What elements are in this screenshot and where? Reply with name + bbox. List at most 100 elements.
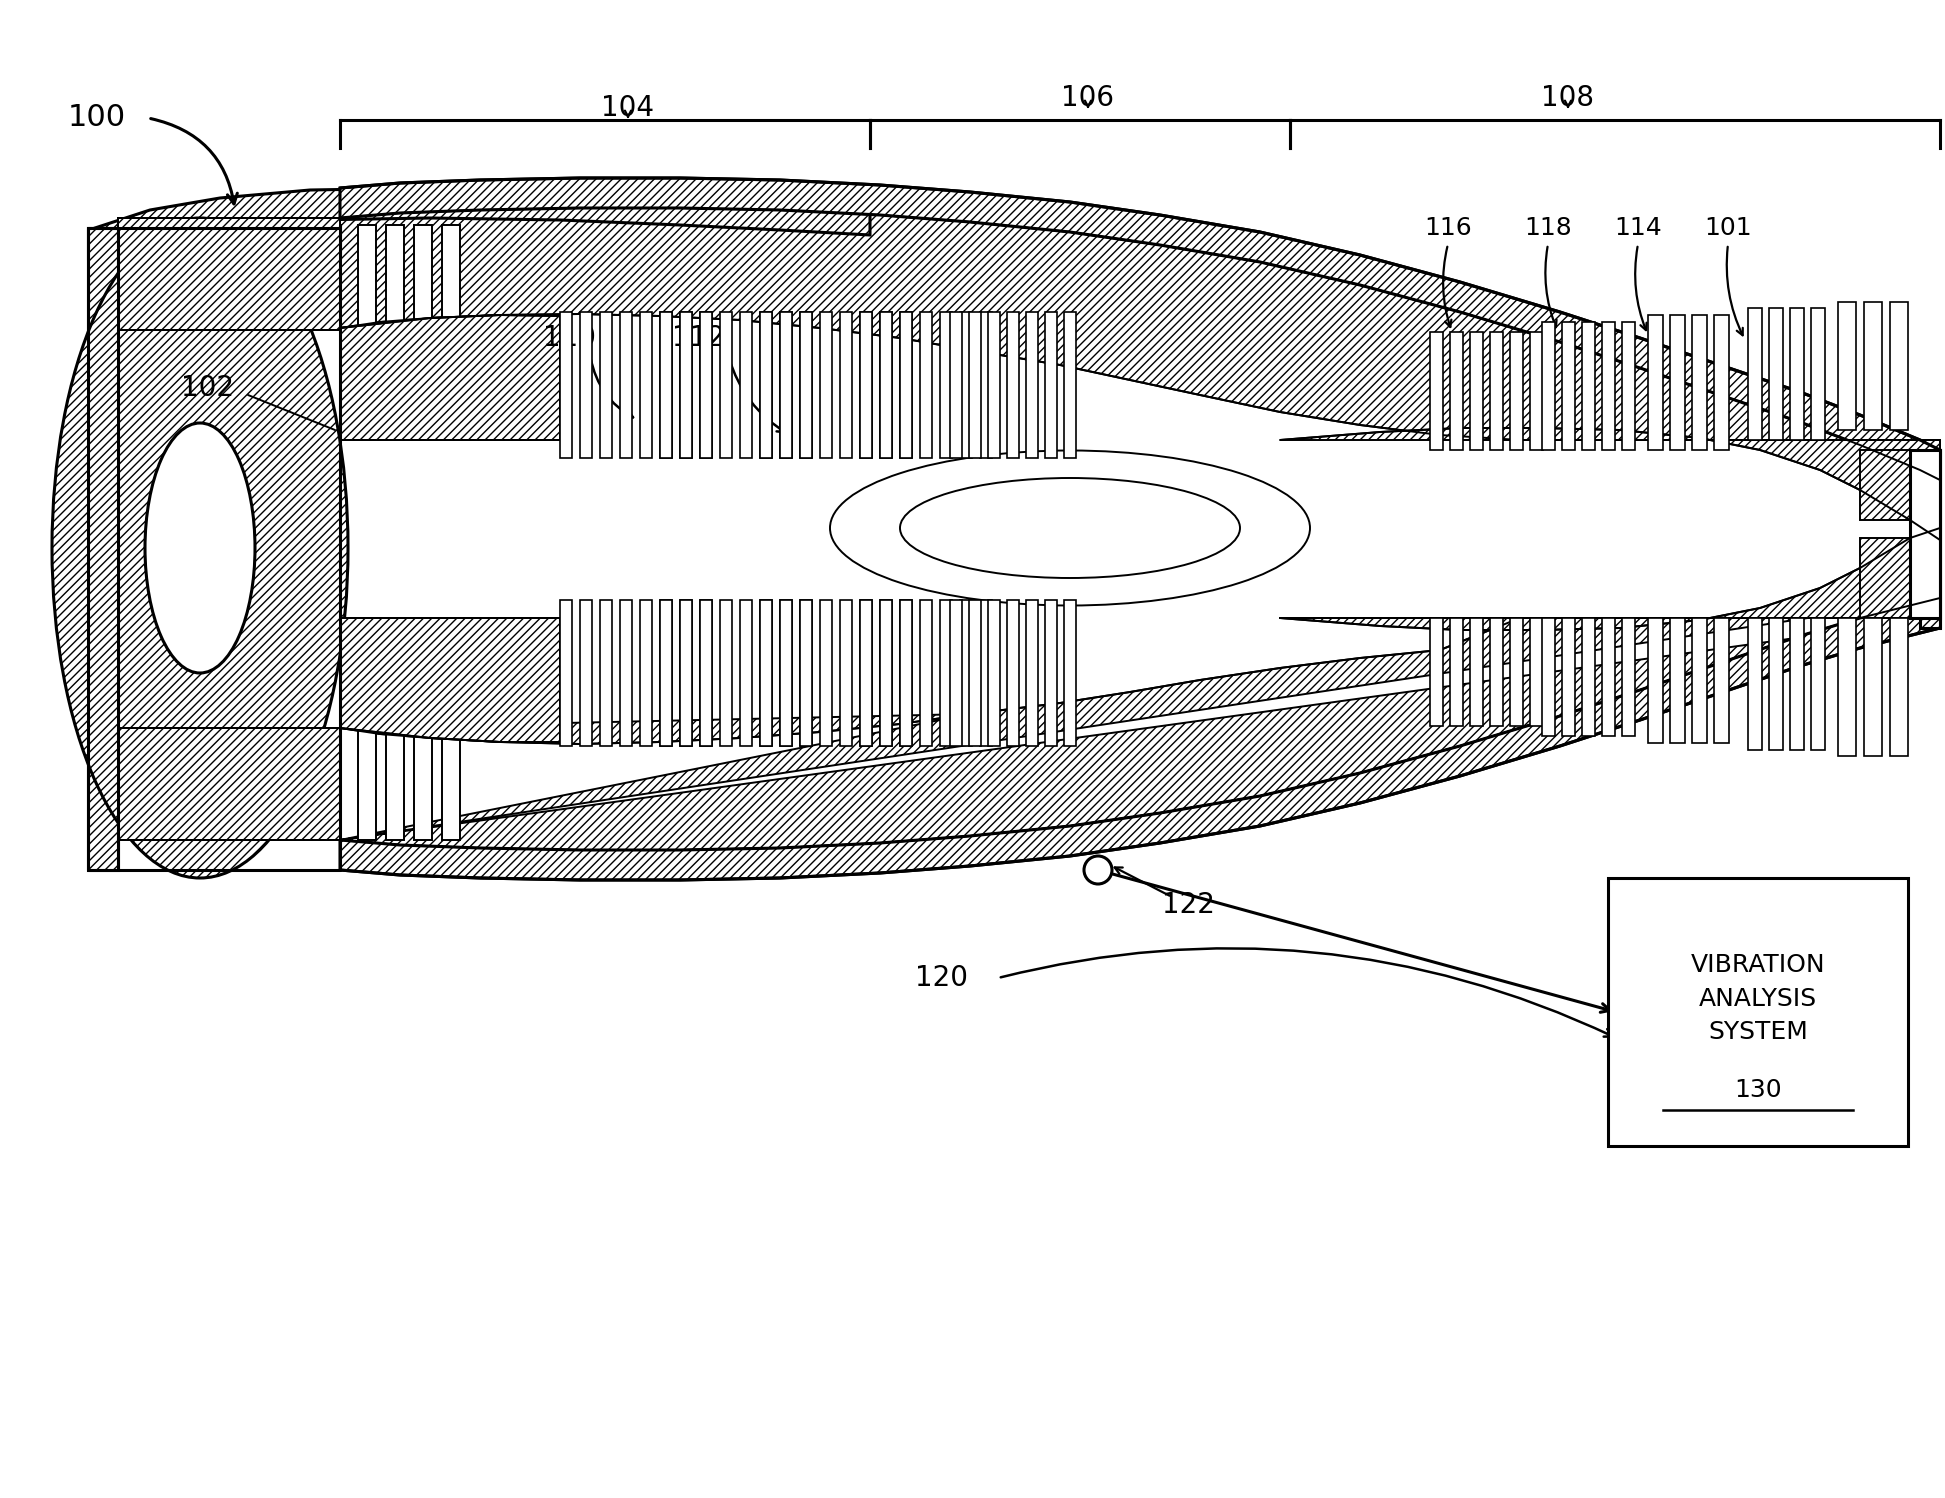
Polygon shape [760, 312, 772, 458]
Polygon shape [1542, 322, 1554, 449]
Ellipse shape [146, 422, 255, 673]
Polygon shape [1008, 601, 1019, 746]
Polygon shape [599, 312, 613, 458]
Polygon shape [560, 440, 1280, 619]
Polygon shape [1910, 449, 1939, 619]
Polygon shape [879, 601, 893, 746]
Text: 112: 112 [671, 324, 724, 352]
Polygon shape [414, 225, 432, 330]
Polygon shape [1863, 619, 1883, 756]
Polygon shape [821, 601, 832, 746]
Polygon shape [879, 312, 893, 458]
Circle shape [1083, 855, 1113, 884]
Polygon shape [799, 601, 811, 746]
Polygon shape [1714, 315, 1729, 449]
Ellipse shape [901, 478, 1241, 578]
Ellipse shape [53, 219, 348, 878]
Polygon shape [1714, 619, 1729, 743]
Polygon shape [1451, 619, 1463, 727]
Polygon shape [1008, 312, 1019, 458]
Polygon shape [385, 728, 405, 840]
Polygon shape [920, 312, 932, 458]
Polygon shape [901, 601, 912, 746]
Polygon shape [799, 312, 811, 458]
Polygon shape [560, 312, 572, 458]
Polygon shape [1770, 619, 1784, 750]
Polygon shape [1647, 315, 1663, 449]
Polygon shape [358, 225, 375, 330]
Polygon shape [1891, 619, 1908, 756]
Polygon shape [385, 225, 405, 330]
Polygon shape [340, 178, 1939, 479]
Polygon shape [88, 225, 340, 258]
Polygon shape [799, 601, 811, 746]
Polygon shape [860, 601, 871, 746]
Polygon shape [1280, 428, 1939, 539]
Polygon shape [739, 312, 753, 458]
Text: 108: 108 [1542, 84, 1595, 112]
Text: 106: 106 [1062, 84, 1114, 112]
Polygon shape [1430, 619, 1443, 727]
Polygon shape [1789, 309, 1805, 440]
Polygon shape [1509, 333, 1523, 449]
Text: 130: 130 [1735, 1077, 1782, 1101]
Polygon shape [681, 601, 692, 746]
Polygon shape [840, 312, 852, 458]
Polygon shape [1838, 619, 1856, 756]
Polygon shape [860, 312, 871, 458]
Text: 118: 118 [1525, 216, 1572, 240]
Polygon shape [949, 312, 963, 458]
Polygon shape [1490, 333, 1503, 449]
Polygon shape [879, 601, 893, 746]
Text: 116: 116 [1424, 216, 1472, 240]
Polygon shape [1470, 619, 1482, 727]
Polygon shape [1811, 309, 1824, 440]
Text: 104: 104 [601, 94, 655, 121]
Polygon shape [1920, 449, 1939, 628]
Polygon shape [95, 189, 869, 258]
Polygon shape [1838, 303, 1856, 430]
Polygon shape [739, 601, 753, 746]
Polygon shape [620, 312, 632, 458]
Polygon shape [659, 601, 673, 746]
Polygon shape [1581, 322, 1595, 449]
Polygon shape [969, 601, 980, 746]
Polygon shape [1064, 601, 1076, 746]
Polygon shape [1770, 309, 1784, 440]
Polygon shape [840, 601, 852, 746]
Polygon shape [1811, 619, 1824, 750]
Polygon shape [949, 601, 963, 746]
Polygon shape [1749, 619, 1762, 750]
Polygon shape [681, 312, 692, 458]
Polygon shape [780, 601, 792, 746]
Text: VIBRATION
ANALYSIS
SYSTEM: VIBRATION ANALYSIS SYSTEM [1690, 953, 1824, 1044]
Bar [1609, 878, 1908, 1146]
Polygon shape [879, 312, 893, 458]
Polygon shape [1603, 322, 1614, 449]
Text: 101: 101 [1704, 216, 1752, 240]
Text: 102: 102 [181, 374, 235, 401]
Polygon shape [442, 225, 461, 330]
Polygon shape [599, 601, 613, 746]
Polygon shape [939, 601, 951, 746]
Text: 120: 120 [914, 965, 969, 992]
Polygon shape [780, 601, 792, 746]
Polygon shape [88, 228, 119, 870]
Polygon shape [860, 601, 871, 746]
Polygon shape [1044, 601, 1056, 746]
Polygon shape [799, 312, 811, 458]
Polygon shape [340, 619, 560, 742]
Polygon shape [1531, 333, 1542, 449]
Polygon shape [1451, 333, 1463, 449]
Polygon shape [1891, 303, 1908, 430]
Polygon shape [1531, 619, 1542, 727]
Polygon shape [1280, 527, 1939, 631]
Polygon shape [1622, 322, 1636, 449]
Polygon shape [340, 208, 1939, 479]
Polygon shape [700, 312, 712, 458]
Polygon shape [988, 312, 1000, 458]
Polygon shape [1692, 315, 1708, 449]
Text: 110: 110 [543, 324, 597, 352]
Polygon shape [1859, 449, 1910, 520]
Text: 100: 100 [68, 103, 126, 132]
